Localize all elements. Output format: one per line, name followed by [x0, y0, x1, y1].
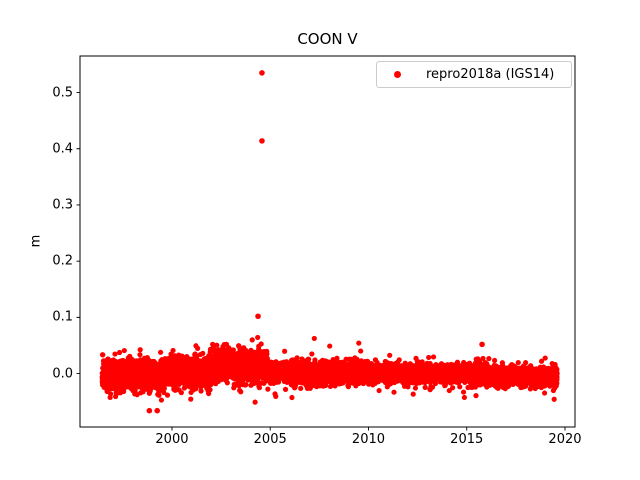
- x-tick-label: 2010: [351, 432, 386, 447]
- y-tick-label: 0.1: [52, 309, 73, 325]
- y-tick-label: 0.4: [52, 141, 73, 157]
- y-tick-label: 0.3: [52, 197, 73, 213]
- legend-label: repro2018a (IGS14): [426, 67, 555, 82]
- y-tick-label: 0.5: [52, 85, 73, 101]
- y-axis-label: m: [28, 234, 44, 248]
- chart-title: COON V: [297, 30, 358, 48]
- x-tick-label: 2020: [548, 432, 582, 447]
- x-tick-label: 2000: [155, 432, 189, 447]
- y-tick-label: 0.0: [52, 366, 73, 382]
- legend: repro2018a (IGS14): [376, 61, 572, 88]
- y-tick-label: 0.2: [52, 253, 73, 269]
- x-tick-label: 2015: [450, 432, 484, 447]
- x-tick-label: 2005: [253, 432, 287, 447]
- scatter-dot-icon: [394, 71, 401, 78]
